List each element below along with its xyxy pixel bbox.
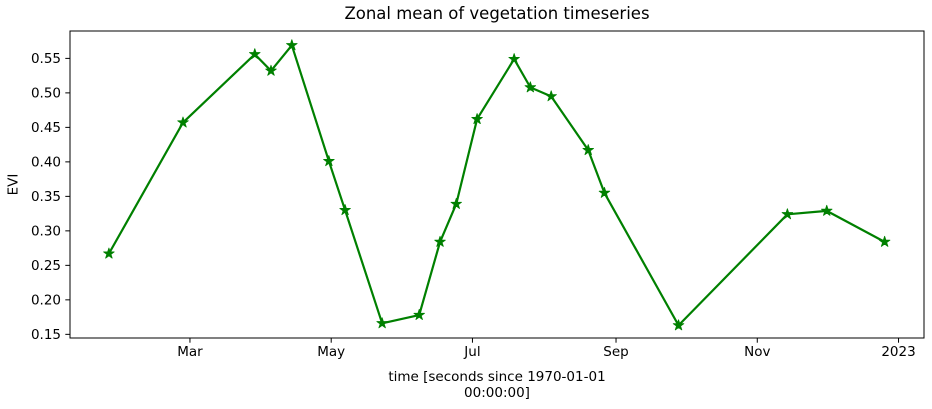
data-point-marker [524,81,537,93]
data-point-marker [450,197,462,209]
data-point-marker [323,155,335,167]
data-point-marker [598,186,611,198]
data-point-marker [821,204,833,216]
data-point-marker [545,90,557,102]
y-tick-label: 0.25 [31,258,61,274]
x-tick-label: 2023 [881,344,915,360]
evi-series [103,39,891,331]
data-point-marker [672,319,685,331]
y-tick-label: 0.50 [31,85,61,101]
x-tick-label: Jul [463,344,480,360]
series-line [107,44,886,327]
data-point-marker [781,208,794,220]
x-tick-label: May [317,344,345,360]
y-tick-label: 0.40 [31,154,61,170]
y-tick-label: 0.20 [31,292,61,308]
x-tick-label: Mar [177,344,203,360]
data-point-marker [177,116,189,128]
axes-frame [69,30,925,339]
y-tick-label: 0.15 [31,327,61,343]
chart-title: Zonal mean of vegetation timeseries [344,4,649,23]
data-point-marker [471,113,483,125]
data-point-marker [339,204,351,216]
data-point-marker [249,48,261,60]
data-point-marker [286,39,298,51]
data-point-marker [878,235,891,247]
y-tick-label: 0.30 [31,223,61,239]
data-point-marker [508,53,520,65]
data-point-marker [265,64,277,76]
x-tick-label: Nov [744,344,770,360]
y-tick-label: 0.45 [31,120,61,136]
x-axis-ticks: Mar May Jul Sep Nov 2023 [177,338,916,360]
data-point-marker [413,309,425,320]
y-tick-label: 0.35 [31,189,61,205]
y-axis-label: EVI [6,174,22,196]
data-point-marker [376,317,388,329]
x-axis-label-line2: 00:00:00] [464,385,530,401]
data-point-marker [103,247,115,259]
y-tick-label: 0.55 [31,51,61,67]
data-point-marker [582,144,594,156]
y-axis-ticks: 0.15 0.20 0.25 0.30 0.35 0.40 0.45 0.50 0.55 [31,51,70,343]
x-tick-label: Sep [603,344,628,360]
x-axis-label-line1: time [seconds since 1970-01-01 [388,369,605,385]
data-point-marker [434,235,446,247]
